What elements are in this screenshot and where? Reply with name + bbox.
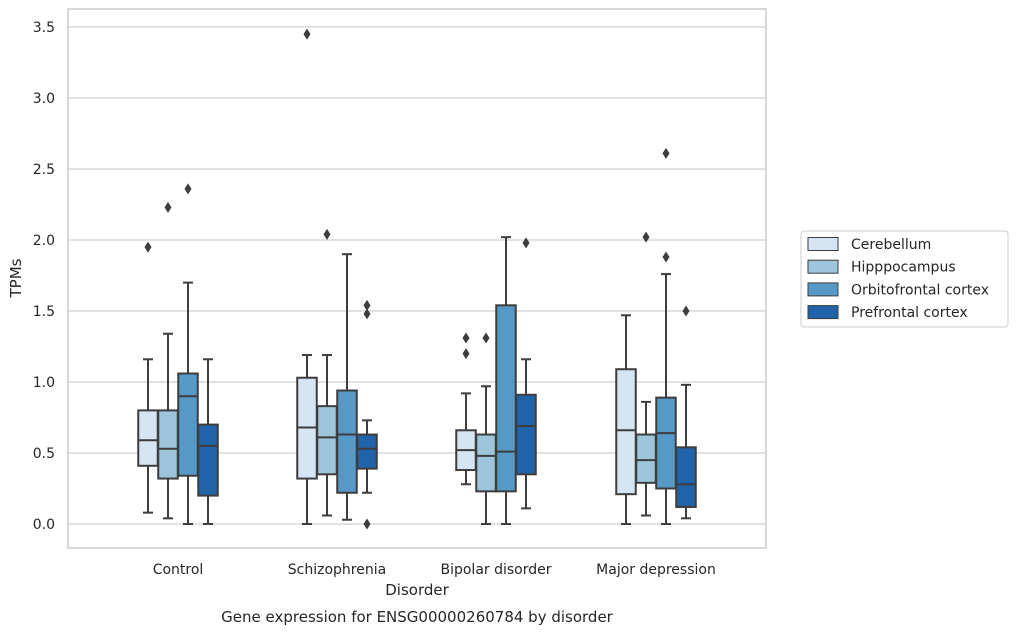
y-tick-label: 2.5: [33, 162, 55, 178]
box-iqr: [495, 304, 517, 493]
box-iqr: [316, 405, 338, 476]
legend-label: Prefrontal cortex: [851, 305, 968, 321]
x-tick-label: Schizophrenia: [288, 562, 386, 578]
y-tick-label: 0.0: [33, 517, 55, 533]
legend-swatch: [807, 237, 839, 251]
chart-caption: Gene expression for ENSG00000260784 by d…: [221, 608, 614, 626]
legend-swatch: [807, 282, 839, 297]
box-iqr: [635, 433, 657, 484]
outlier-point: [184, 183, 192, 195]
box-iqr: [615, 368, 637, 496]
x-tick-label: Major depression: [596, 562, 716, 578]
box: [655, 147, 677, 525]
legend-swatch: [807, 305, 839, 320]
legend-swatch: [807, 259, 839, 274]
outlier-point: [363, 299, 371, 311]
x-tick-label: Bipolar disorder: [440, 562, 551, 578]
box: [316, 228, 338, 517]
box-series: [137, 28, 697, 530]
box: [157, 201, 179, 520]
outlier-point: [144, 241, 152, 253]
y-tick-label: 1.0: [33, 375, 55, 391]
legend-frame: [800, 230, 1009, 328]
box: [475, 332, 497, 525]
outlier-point: [662, 147, 670, 159]
legend-label: Hipppocampus: [851, 260, 956, 276]
x-tick-label: Control: [153, 562, 204, 578]
y-tick-label: 3.0: [33, 91, 55, 107]
box-iqr: [655, 396, 677, 490]
outlier-point: [303, 28, 311, 40]
box: [197, 358, 219, 525]
box-iqr: [475, 433, 497, 493]
x-axis-label: Disorder: [385, 581, 449, 599]
box-iqr: [336, 389, 358, 494]
outlier-point: [363, 518, 371, 530]
outlier-point: [462, 348, 470, 360]
y-axis-label: TPMs: [7, 258, 25, 298]
legend: Cerebellum Hipppocampus Orbitofrontal cort…: [800, 230, 1009, 328]
legend-label: Cerebellum: [851, 237, 931, 253]
outlier-point: [462, 332, 470, 344]
outlier-point: [323, 228, 331, 240]
outlier-point: [164, 201, 172, 213]
y-tick-label: 2.0: [33, 233, 55, 249]
box-iqr: [177, 372, 199, 477]
plot-frame: [67, 8, 767, 549]
box-iqr: [675, 446, 697, 508]
y-tick-labels: 0.0 0.5 1.0 1.5 2.0 2.5 3.0 3.5: [33, 20, 55, 533]
outlier-point: [522, 237, 530, 249]
outlier-point: [662, 251, 670, 263]
outlier-point: [363, 308, 371, 320]
box-iqr: [197, 423, 219, 497]
outlier-point: [682, 305, 690, 317]
outlier-point: [482, 332, 490, 344]
box: [615, 314, 637, 525]
box-iqr: [515, 393, 537, 476]
box: [356, 299, 378, 530]
box: [296, 28, 318, 525]
y-tick-label: 3.5: [33, 20, 55, 36]
box-iqr: [157, 409, 179, 480]
box: [515, 237, 537, 510]
box: [137, 241, 159, 514]
x-tick-labels: Control Schizophrenia Bipolar disorder Majo…: [153, 562, 716, 578]
box: [675, 305, 697, 520]
y-tick-label: 0.5: [33, 446, 55, 462]
outlier-point: [642, 231, 650, 243]
y-tick-label: 1.5: [33, 304, 55, 320]
box-iqr: [137, 409, 159, 467]
legend-label: Orbitofrontal cortex: [851, 282, 989, 298]
box-iqr: [356, 433, 378, 470]
